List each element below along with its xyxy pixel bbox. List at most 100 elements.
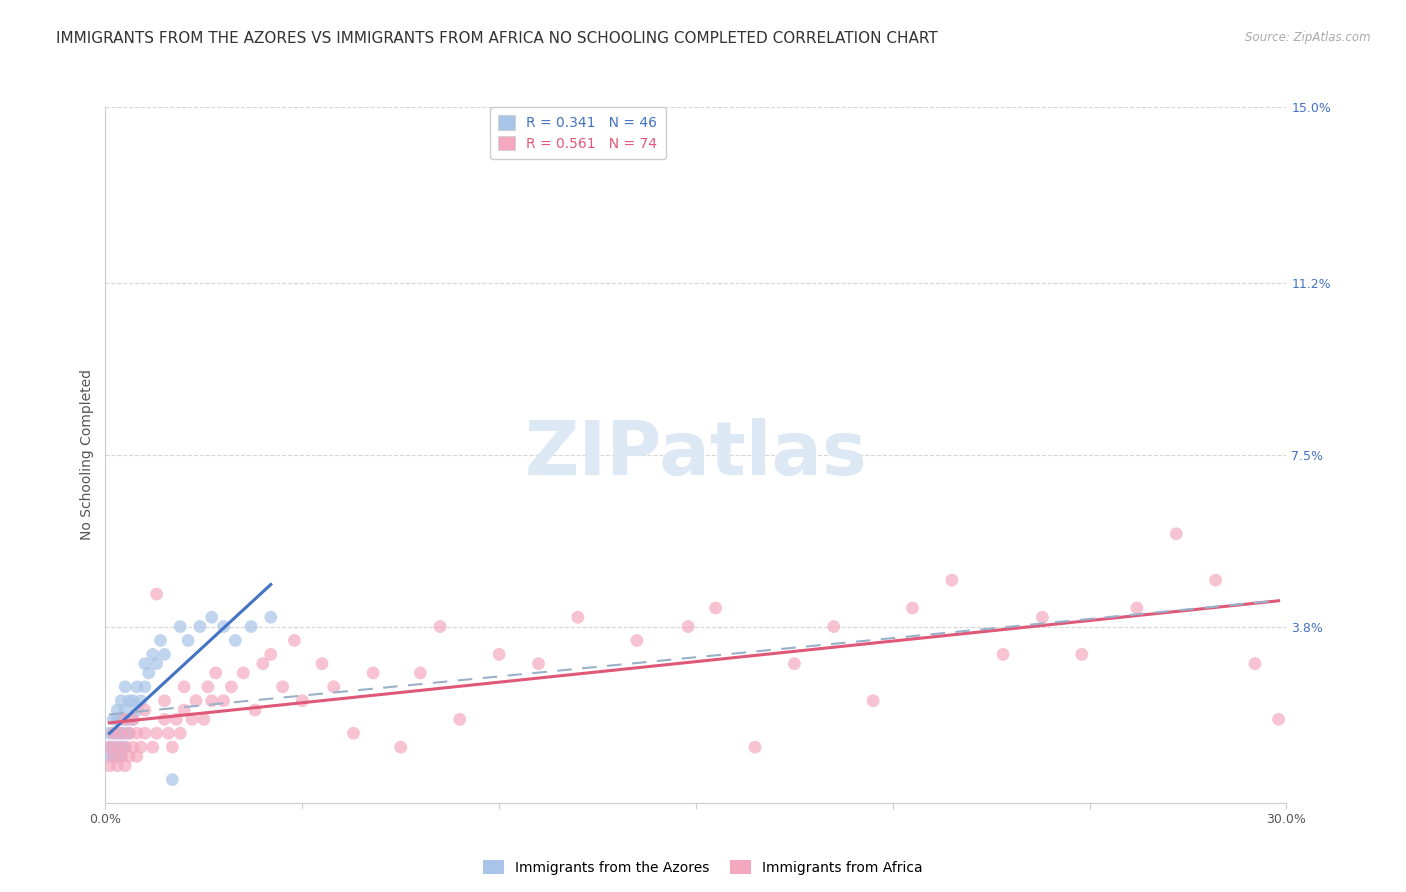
Point (105, 726, 128, 740)
Point (184, 694, 207, 708)
Point (991, 648, 1014, 662)
Point (173, 703, 195, 717)
Point (429, 619, 451, 633)
Point (103, 712, 125, 726)
Point (823, 619, 845, 633)
Point (114, 712, 136, 726)
Point (157, 726, 180, 740)
Point (110, 749, 132, 764)
Point (105, 749, 128, 764)
Point (98, 740, 121, 755)
Legend: Immigrants from the Azores, Immigrants from Africa: Immigrants from the Azores, Immigrants f… (478, 855, 928, 880)
Point (105, 758, 128, 772)
Point (125, 703, 148, 717)
Point (283, 633, 305, 648)
Point (134, 726, 156, 740)
Point (142, 740, 165, 755)
Point (1126, 601, 1149, 615)
Point (1031, 610, 1053, 624)
Point (103, 726, 125, 740)
Legend: R = 0.341   N = 46, R = 0.561   N = 74: R = 0.341 N = 46, R = 0.561 N = 74 (491, 107, 665, 159)
Point (260, 648, 283, 662)
Point (103, 749, 125, 764)
Point (110, 749, 132, 764)
Y-axis label: No Schooling Completed: No Schooling Completed (80, 369, 94, 541)
Point (103, 749, 125, 764)
Point (165, 712, 187, 726)
Point (212, 619, 235, 633)
Point (449, 712, 471, 726)
Point (162, 772, 184, 787)
Point (122, 712, 145, 726)
Point (145, 587, 167, 601)
Point (114, 703, 136, 717)
Text: ZIPatlas: ZIPatlas (524, 418, 868, 491)
Text: IMMIGRANTS FROM THE AZORES VS IMMIGRANTS FROM AFRICA NO SCHOOLING COMPLETED CORR: IMMIGRANTS FROM THE AZORES VS IMMIGRANTS… (56, 31, 938, 46)
Point (181, 712, 204, 726)
Point (342, 726, 364, 740)
Point (118, 726, 141, 740)
Point (1267, 712, 1289, 726)
Point (125, 749, 148, 764)
Point (138, 665, 160, 680)
Point (142, 648, 165, 662)
Point (114, 740, 136, 755)
Point (122, 694, 145, 708)
Point (114, 712, 136, 726)
Point (197, 680, 219, 694)
Point (98, 758, 121, 772)
Point (224, 633, 246, 648)
Point (98, 749, 121, 764)
Point (149, 633, 172, 648)
Point (260, 610, 283, 624)
Point (212, 694, 235, 708)
Point (118, 712, 141, 726)
Point (114, 680, 136, 694)
Point (204, 665, 226, 680)
Point (134, 680, 156, 694)
Point (122, 712, 145, 726)
Point (1166, 526, 1188, 541)
Point (103, 740, 125, 755)
Text: Source: ZipAtlas.com: Source: ZipAtlas.com (1246, 31, 1371, 45)
Point (361, 665, 384, 680)
Point (744, 740, 766, 755)
Point (567, 610, 589, 624)
Point (118, 749, 141, 764)
Point (193, 712, 215, 726)
Point (240, 619, 263, 633)
Point (389, 740, 412, 755)
Point (125, 726, 148, 740)
Point (173, 680, 195, 694)
Point (110, 740, 132, 755)
Point (311, 657, 333, 671)
Point (1205, 573, 1227, 587)
Point (114, 758, 136, 772)
Point (105, 740, 128, 755)
Point (110, 694, 132, 708)
Point (291, 694, 314, 708)
Point (1244, 657, 1267, 671)
Point (145, 726, 167, 740)
Point (201, 610, 224, 624)
Point (322, 680, 344, 694)
Point (105, 740, 128, 755)
Point (243, 703, 266, 717)
Point (98, 726, 121, 740)
Point (232, 665, 254, 680)
Point (129, 740, 152, 755)
Point (676, 619, 699, 633)
Point (153, 712, 176, 726)
Point (169, 726, 191, 740)
Point (162, 740, 184, 755)
Point (118, 694, 141, 708)
Point (105, 703, 128, 717)
Point (114, 726, 136, 740)
Point (153, 694, 176, 708)
Point (134, 657, 156, 671)
Point (527, 657, 550, 671)
Point (201, 694, 224, 708)
Point (177, 633, 200, 648)
Point (169, 619, 191, 633)
Point (221, 680, 243, 694)
